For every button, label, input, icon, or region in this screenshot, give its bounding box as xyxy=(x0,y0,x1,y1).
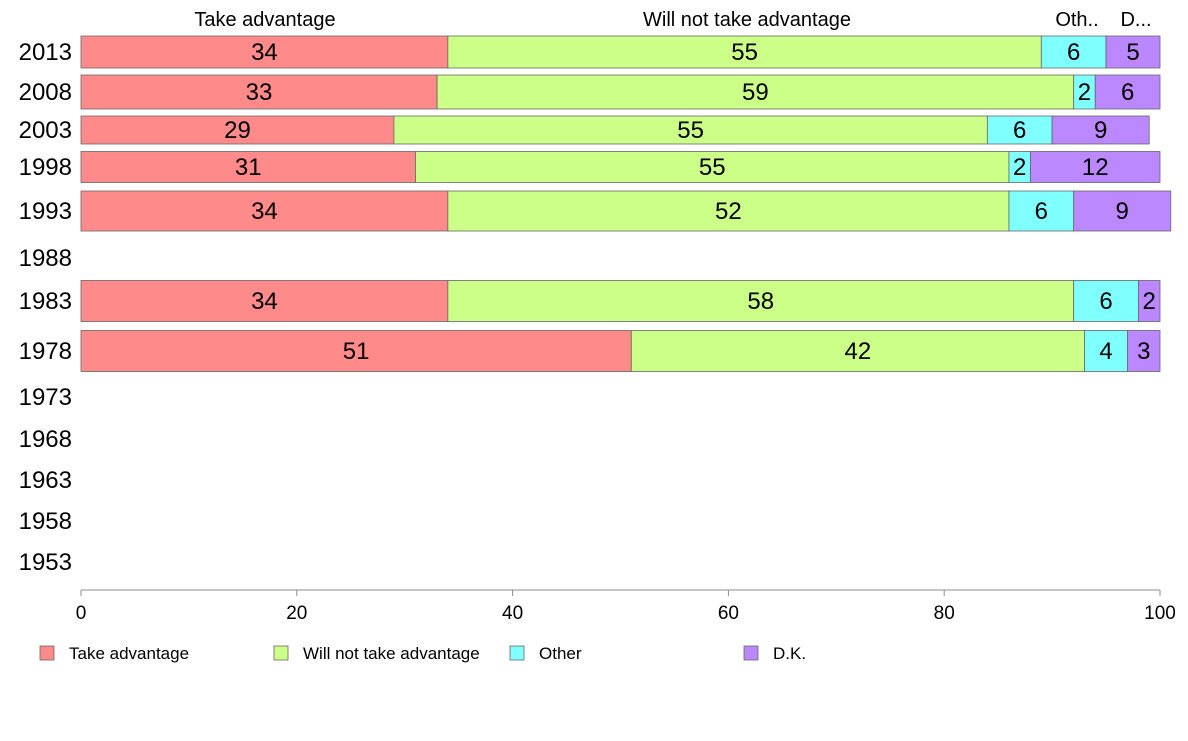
y-tick-label: 1953 xyxy=(19,549,72,576)
data-label: 52 xyxy=(715,198,742,225)
bar-segment xyxy=(447,35,1042,69)
bar-segment xyxy=(80,115,395,145)
data-label: 6 xyxy=(1035,198,1048,225)
y-tick-label: 2013 xyxy=(19,39,72,66)
x-tick-label: 100 xyxy=(1144,603,1176,624)
bar-segment xyxy=(1084,330,1129,372)
data-label: 58 xyxy=(747,288,774,315)
bar-segment xyxy=(986,115,1053,145)
legend-swatch xyxy=(273,645,289,661)
legend-swatch xyxy=(743,645,759,661)
y-tick-label: 1973 xyxy=(19,384,72,411)
x-tick-label: 40 xyxy=(502,603,523,624)
series-header: D... xyxy=(1120,9,1151,31)
data-label: 51 xyxy=(343,338,370,365)
bar-segment xyxy=(1127,330,1161,372)
bar-segment xyxy=(80,151,416,183)
legend-swatch xyxy=(509,645,525,661)
series-header: Oth.. xyxy=(1055,9,1098,31)
bar-segment xyxy=(1073,280,1139,322)
y-tick-label: 1988 xyxy=(19,245,72,272)
x-tick-label: 0 xyxy=(76,603,87,624)
x-tick-label: 20 xyxy=(286,603,307,624)
bar-segment xyxy=(80,35,449,69)
data-label: 42 xyxy=(845,338,872,365)
legend-label: Will not take advantage xyxy=(303,644,480,663)
bar-segment xyxy=(436,74,1075,110)
y-tick-label: 1993 xyxy=(19,198,72,225)
y-tick-label: 1968 xyxy=(19,426,72,453)
y-tick-label: 1998 xyxy=(19,154,72,181)
data-label: 2 xyxy=(1013,154,1026,181)
bar-segment xyxy=(1040,35,1107,69)
data-label: 6 xyxy=(1067,39,1080,66)
data-label: 12 xyxy=(1082,154,1109,181)
legend-label: Take advantage xyxy=(69,644,189,663)
bar-segment xyxy=(1094,74,1161,110)
x-tick-label: 60 xyxy=(718,603,739,624)
data-label: 55 xyxy=(731,39,758,66)
data-label: 34 xyxy=(251,39,278,66)
y-tick-label: 1978 xyxy=(19,338,72,365)
data-label: 9 xyxy=(1116,198,1129,225)
data-label: 2 xyxy=(1078,79,1091,106)
data-label: 6 xyxy=(1099,288,1112,315)
bar-segment xyxy=(415,151,1010,183)
data-label: 9 xyxy=(1094,117,1107,144)
legend-label: D.K. xyxy=(773,644,806,663)
data-label: 6 xyxy=(1121,79,1134,106)
bar-segment xyxy=(80,74,438,110)
bar-segment xyxy=(1105,35,1161,69)
y-tick-label: 1963 xyxy=(19,467,72,494)
bar-segment xyxy=(1073,190,1172,232)
y-tick-label: 2003 xyxy=(19,117,72,144)
legend-swatch xyxy=(39,645,55,661)
data-label: 34 xyxy=(251,198,278,225)
x-tick-label: 80 xyxy=(934,603,955,624)
data-label: 34 xyxy=(251,288,278,315)
data-label: 5 xyxy=(1126,39,1139,66)
bar-segment xyxy=(80,330,632,372)
bar-segment xyxy=(1008,190,1075,232)
legend-label: Other xyxy=(539,644,582,663)
data-label: 2 xyxy=(1143,288,1156,315)
data-label: 55 xyxy=(699,154,726,181)
data-label: 33 xyxy=(246,79,273,106)
data-label: 55 xyxy=(677,117,704,144)
bar-segment xyxy=(1051,115,1150,145)
data-label: 59 xyxy=(742,79,769,106)
data-label: 6 xyxy=(1013,117,1026,144)
series-header: Take advantage xyxy=(194,9,335,31)
data-label: 31 xyxy=(235,154,262,181)
y-tick-label: 1958 xyxy=(19,508,72,535)
y-tick-label: 1983 xyxy=(19,288,72,315)
bar-segment xyxy=(1030,151,1161,183)
y-tick-label: 2008 xyxy=(19,79,72,106)
bar-segment xyxy=(393,115,988,145)
data-label: 4 xyxy=(1099,338,1112,365)
bar-segment xyxy=(1138,280,1161,322)
series-header: Will not take advantage xyxy=(643,9,851,31)
data-label: 3 xyxy=(1137,338,1150,365)
bar-segment xyxy=(630,330,1085,372)
data-label: 29 xyxy=(224,117,251,144)
